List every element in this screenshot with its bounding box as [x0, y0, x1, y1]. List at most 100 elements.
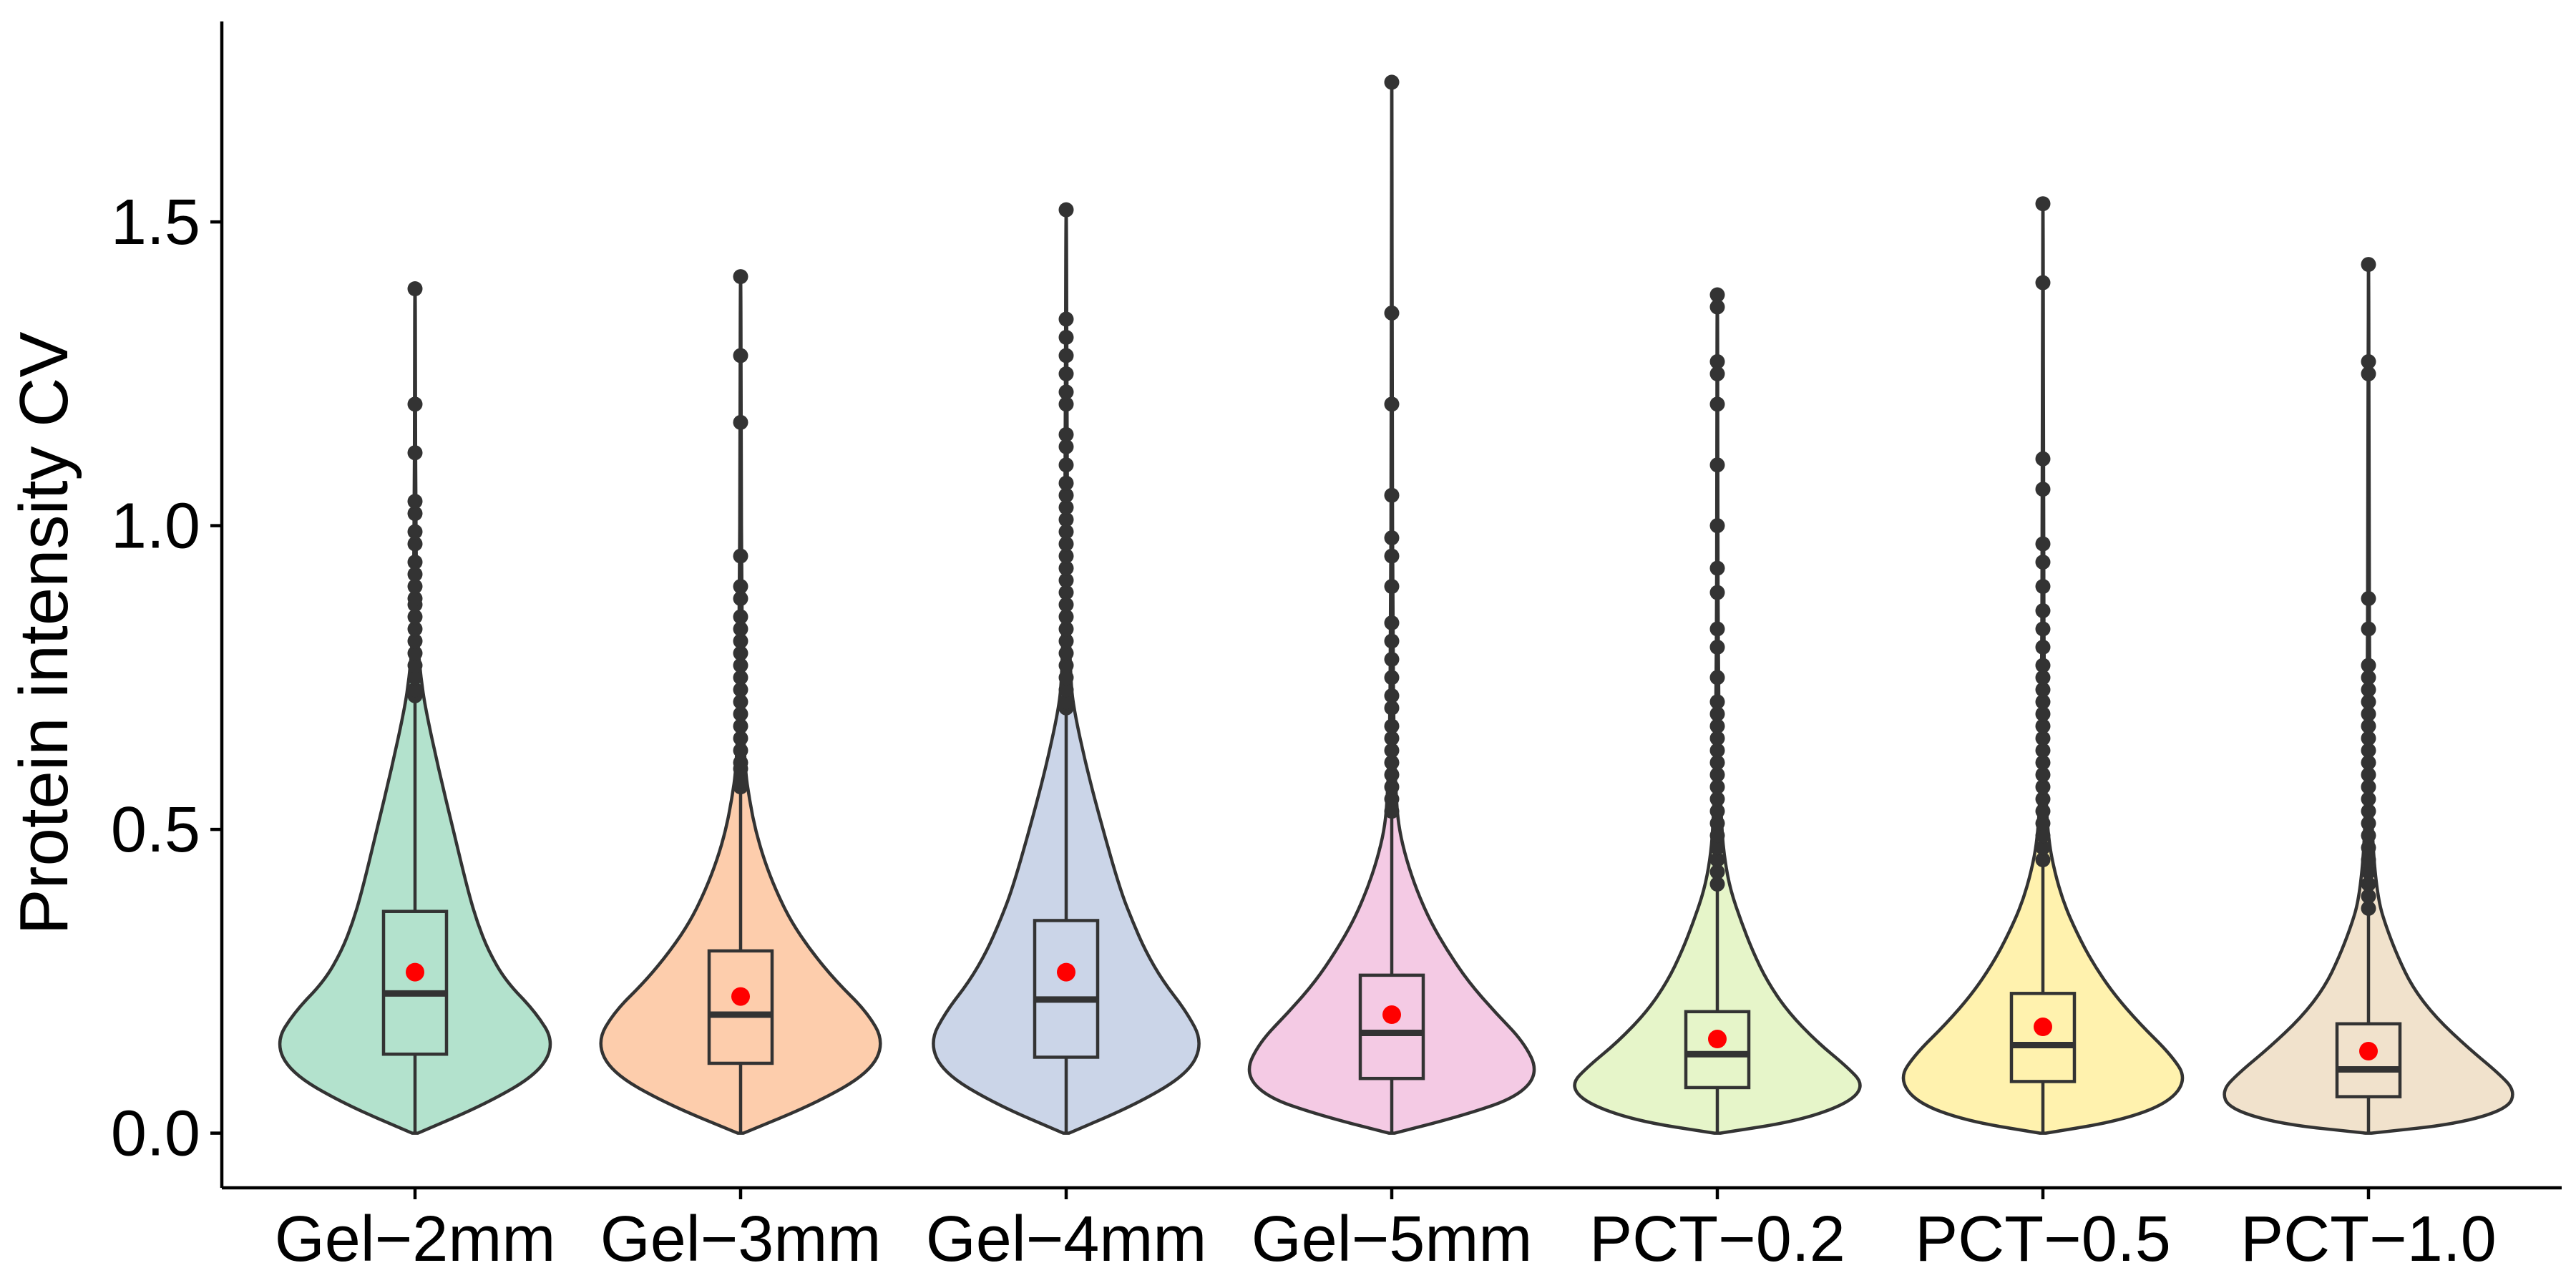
- violin-group-5: [1573, 287, 1862, 1135]
- outlier-point: [2361, 816, 2376, 831]
- outlier-point: [1709, 816, 1725, 831]
- outlier-point: [2361, 877, 2376, 892]
- outlier-point: [1709, 840, 1725, 856]
- outlier-point: [1709, 779, 1725, 795]
- violin-group-1: [278, 281, 552, 1135]
- outlier-point: [1709, 743, 1725, 758]
- x-tick-label: PCT−0.2: [1589, 1204, 1845, 1275]
- outlier-point: [1709, 287, 1725, 303]
- x-tick-label: Gel−5mm: [1252, 1204, 1533, 1275]
- outlier-point: [407, 658, 423, 673]
- outlier-point: [1709, 585, 1725, 600]
- outlier-point: [1709, 670, 1725, 686]
- iqr-box: [1033, 919, 1100, 1059]
- mean-point: [731, 987, 750, 1006]
- outlier-point: [1384, 767, 1400, 783]
- violin-group-2: [599, 269, 882, 1135]
- outlier-point: [1709, 864, 1725, 880]
- outlier-point: [2035, 779, 2051, 795]
- outlier-point: [2361, 828, 2376, 844]
- outlier-point: [407, 591, 423, 607]
- outlier-point: [733, 731, 748, 746]
- outlier-point: [1058, 311, 1074, 327]
- outlier-point: [2035, 706, 2051, 722]
- outlier-point: [1709, 694, 1725, 710]
- outlier-point: [1058, 457, 1074, 473]
- outlier-point: [2035, 731, 2051, 746]
- iqr-box: [381, 909, 449, 1056]
- outlier-point: [407, 609, 423, 625]
- violin-layer: [278, 74, 2514, 1135]
- outlier-point: [1709, 366, 1725, 381]
- violin-group-4: [1247, 74, 1536, 1135]
- outlier-point: [1384, 396, 1400, 412]
- outlier-point: [1058, 202, 1074, 218]
- outlier-point: [1709, 767, 1725, 783]
- outlier-point: [407, 281, 423, 297]
- outlier-point: [1058, 396, 1074, 412]
- outlier-point: [733, 718, 748, 734]
- outlier-point: [2361, 366, 2376, 381]
- violin-group-6: [1901, 196, 2185, 1135]
- outlier-point: [1058, 621, 1074, 637]
- outlier-point: [2035, 682, 2051, 698]
- outlier-point: [2035, 579, 2051, 595]
- outlier-point: [2361, 731, 2376, 746]
- outlier-point: [733, 682, 748, 698]
- y-tick-label: 1.0: [111, 491, 200, 562]
- outlier-point: [2035, 755, 2051, 771]
- outlier-point: [1058, 329, 1074, 345]
- outlier-point: [1058, 548, 1074, 564]
- outlier-point: [2361, 718, 2376, 734]
- outlier-point: [1709, 828, 1725, 844]
- x-tick-label: Gel−2mm: [275, 1204, 556, 1275]
- outlier-point: [733, 743, 748, 758]
- mean-point: [1057, 962, 1075, 982]
- outlier-point: [1384, 633, 1400, 649]
- outlier-point: [1709, 353, 1725, 369]
- iqr-box: [2009, 992, 2077, 1083]
- outlier-point: [1384, 548, 1400, 564]
- outlier-point: [407, 645, 423, 661]
- outlier-point: [1058, 426, 1074, 442]
- outlier-point: [733, 348, 748, 364]
- outlier-point: [2035, 852, 2051, 868]
- outlier-point: [2035, 816, 2051, 831]
- outlier-point: [407, 536, 423, 552]
- outlier-point: [1058, 499, 1074, 515]
- iqr-box: [2335, 1022, 2402, 1098]
- outlier-point: [407, 682, 423, 698]
- outlier-point: [2361, 900, 2376, 916]
- outlier-point: [1384, 700, 1400, 716]
- outlier-point: [2361, 840, 2376, 856]
- outlier-point: [1384, 487, 1400, 503]
- outlier-point: [2035, 840, 2051, 856]
- outlier-point: [1709, 299, 1725, 315]
- axes-layer: Gel−2mm Gel−3mm Gel−4mm Gel−5mm PCT−0.2 PCT−0…: [111, 21, 2562, 1275]
- outlier-point: [407, 633, 423, 649]
- outlier-point: [1709, 804, 1725, 819]
- outlier-point: [1709, 518, 1725, 534]
- x-tick-label: Gel−4mm: [926, 1204, 1207, 1275]
- mean-point: [2034, 1018, 2052, 1037]
- outlier-point: [1709, 560, 1725, 576]
- outlier-point: [733, 645, 748, 661]
- outlier-point: [1709, 755, 1725, 771]
- outlier-point: [1384, 530, 1400, 546]
- outlier-point: [1058, 384, 1074, 400]
- outlier-point: [2035, 718, 2051, 734]
- outlier-point: [1384, 306, 1400, 321]
- mean-point: [406, 962, 424, 982]
- outlier-point: [733, 269, 748, 285]
- outlier-point: [1384, 74, 1400, 90]
- violin-group-3: [932, 202, 1201, 1135]
- outlier-point: [1384, 743, 1400, 758]
- outlier-point: [407, 555, 423, 570]
- outlier-point: [1058, 366, 1074, 381]
- outlier-point: [2035, 451, 2051, 467]
- outlier-point: [733, 414, 748, 430]
- outlier-point: [1384, 579, 1400, 595]
- outlier-point: [2361, 591, 2376, 607]
- outlier-point: [2361, 658, 2376, 673]
- outlier-point: [2035, 658, 2051, 673]
